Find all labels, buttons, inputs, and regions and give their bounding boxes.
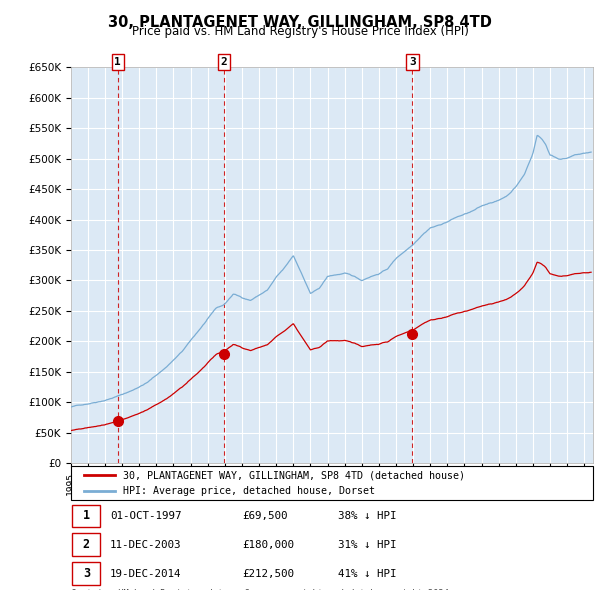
Text: 30, PLANTAGENET WAY, GILLINGHAM, SP8 4TD (detached house): 30, PLANTAGENET WAY, GILLINGHAM, SP8 4TD…: [123, 470, 465, 480]
Text: £180,000: £180,000: [242, 540, 294, 550]
Text: 3: 3: [409, 57, 416, 67]
Text: £69,500: £69,500: [242, 511, 287, 521]
Text: 31% ↓ HPI: 31% ↓ HPI: [338, 540, 396, 550]
Text: 19-DEC-2014: 19-DEC-2014: [110, 569, 181, 579]
Text: Price paid vs. HM Land Registry's House Price Index (HPI): Price paid vs. HM Land Registry's House …: [131, 25, 469, 38]
Text: 2: 2: [83, 538, 90, 552]
Text: 2: 2: [221, 57, 227, 67]
Text: Contains HM Land Registry data © Crown copyright and database right 2024.: Contains HM Land Registry data © Crown c…: [71, 589, 454, 590]
Text: 41% ↓ HPI: 41% ↓ HPI: [338, 569, 396, 579]
Text: 1: 1: [83, 509, 90, 523]
Text: 1: 1: [115, 57, 121, 67]
Text: £212,500: £212,500: [242, 569, 294, 579]
Text: HPI: Average price, detached house, Dorset: HPI: Average price, detached house, Dors…: [123, 486, 375, 496]
Text: 01-OCT-1997: 01-OCT-1997: [110, 511, 181, 521]
Text: 30, PLANTAGENET WAY, GILLINGHAM, SP8 4TD: 30, PLANTAGENET WAY, GILLINGHAM, SP8 4TD: [108, 15, 492, 30]
Text: 3: 3: [83, 567, 90, 581]
Text: 38% ↓ HPI: 38% ↓ HPI: [338, 511, 396, 521]
Text: 11-DEC-2003: 11-DEC-2003: [110, 540, 181, 550]
